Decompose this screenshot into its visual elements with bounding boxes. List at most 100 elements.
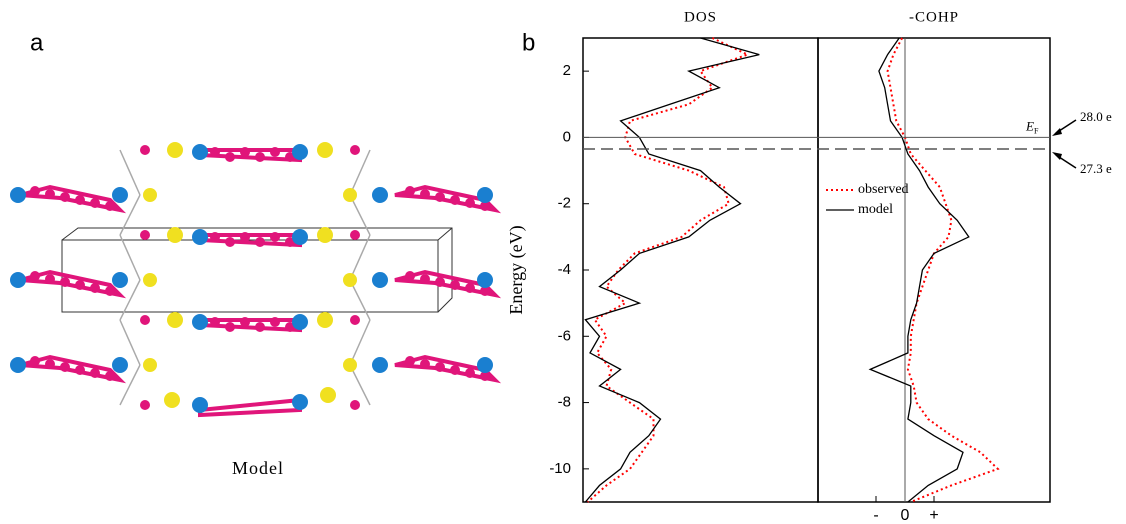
bond (350, 150, 370, 195)
y-tick-label: -4 (558, 261, 571, 278)
atom (435, 192, 445, 202)
atom (317, 227, 333, 243)
atom (140, 145, 150, 155)
y-tick-label: -8 (558, 394, 571, 411)
plot-frame (818, 38, 1050, 502)
atom (405, 271, 415, 281)
atom (105, 286, 115, 296)
atom (90, 198, 100, 208)
atom (60, 362, 70, 372)
atom (240, 147, 250, 157)
annotation: 27.3 e (1080, 161, 1112, 176)
atom (210, 232, 220, 242)
atom (420, 274, 430, 284)
fermi-label-sub: F (1034, 126, 1039, 135)
atom (465, 198, 475, 208)
atom (343, 188, 357, 202)
atom (372, 187, 388, 203)
atom (30, 186, 40, 196)
atom (372, 272, 388, 288)
atom (192, 144, 208, 160)
atom (45, 359, 55, 369)
atom (90, 368, 100, 378)
atom (10, 187, 26, 203)
atom (140, 315, 150, 325)
atom (292, 229, 308, 245)
atom (45, 274, 55, 284)
atom (372, 357, 388, 373)
atom (292, 144, 308, 160)
atom (105, 201, 115, 211)
atom (164, 392, 180, 408)
atom (255, 152, 265, 162)
bond (350, 235, 370, 280)
atom (10, 357, 26, 373)
panel-label: a (30, 29, 44, 56)
atom (317, 312, 333, 328)
atom (140, 400, 150, 410)
atom (450, 195, 460, 205)
atom (270, 232, 280, 242)
atom (465, 368, 475, 378)
series-line (870, 38, 969, 502)
atom (420, 359, 430, 369)
atom (350, 230, 360, 240)
series-line (888, 38, 998, 502)
y-tick-label: -10 (549, 460, 571, 477)
atom (405, 356, 415, 366)
atom (225, 152, 235, 162)
atom (343, 273, 357, 287)
y-tick-label: 0 (563, 128, 571, 145)
atom (143, 273, 157, 287)
unit-cell (438, 228, 452, 240)
legend-label: observed (858, 182, 909, 197)
x-tick-label: - (873, 507, 878, 524)
atom (317, 142, 333, 158)
atom (240, 317, 250, 327)
atom (140, 230, 150, 240)
atom (450, 365, 460, 375)
atom (270, 147, 280, 157)
series-line (585, 38, 759, 502)
atom (292, 394, 308, 410)
atom (167, 312, 183, 328)
atom (225, 237, 235, 247)
atom (167, 227, 183, 243)
atom (210, 317, 220, 327)
atom (270, 317, 280, 327)
atom (435, 277, 445, 287)
model-caption: Model (232, 458, 284, 478)
atom (477, 187, 493, 203)
atom (255, 237, 265, 247)
fermi-label-main: E (1025, 118, 1034, 133)
atom (192, 314, 208, 330)
fermi-label: EF (1025, 118, 1039, 135)
atom (60, 277, 70, 287)
panel-label: b (522, 29, 535, 56)
atom (210, 147, 220, 157)
chart-title: -COHP (909, 9, 959, 25)
atom (292, 314, 308, 330)
x-tick-label: + (929, 507, 938, 524)
bond (350, 320, 370, 365)
atom (192, 397, 208, 413)
atom (240, 232, 250, 242)
y-tick-label: -2 (558, 195, 571, 212)
atom (75, 195, 85, 205)
atom (60, 192, 70, 202)
crystal-model (10, 142, 495, 415)
figure: a b Model DOSEnergy (eV)-10-8-6-4-202-CO… (0, 0, 1126, 524)
atom (225, 322, 235, 332)
y-tick-label: 2 (563, 62, 571, 79)
legend-label: model (858, 202, 893, 217)
atom (112, 357, 128, 373)
plot-frame (583, 38, 818, 502)
atom (90, 283, 100, 293)
atom (477, 357, 493, 373)
y-axis-label: Energy (eV) (506, 225, 527, 314)
atom (143, 358, 157, 372)
atom (30, 271, 40, 281)
atom (435, 362, 445, 372)
atom (10, 272, 26, 288)
atom (45, 189, 55, 199)
